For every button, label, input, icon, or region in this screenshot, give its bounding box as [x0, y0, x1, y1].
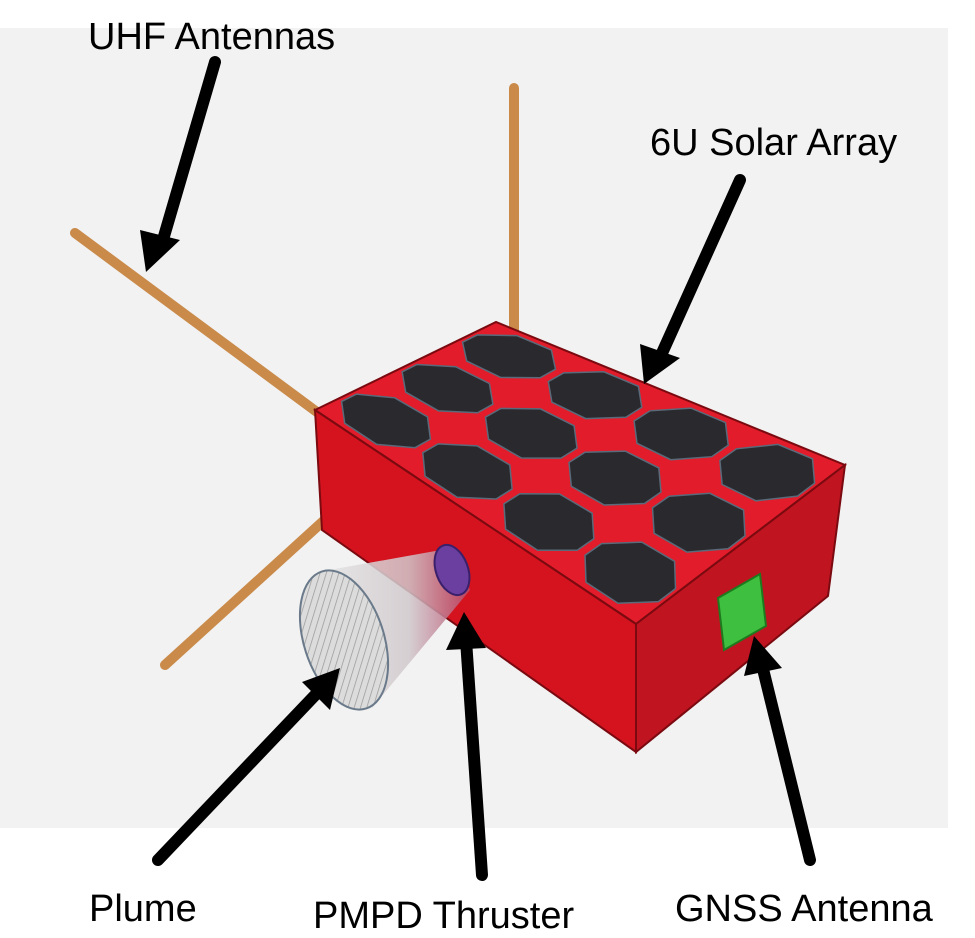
- antenna-left-upper: [70, 228, 330, 423]
- label-uhf-antennas: UHF Antennas: [88, 16, 336, 58]
- arrow-gnss: [744, 636, 816, 866]
- antenna-left-lower: [160, 510, 335, 670]
- solar-cell: [547, 371, 643, 420]
- solar-cell: [461, 334, 557, 379]
- solar-cell: [401, 363, 494, 414]
- solar-cell: [568, 450, 662, 506]
- label-plume: Plume: [89, 888, 197, 930]
- arrow-thruster: [446, 612, 488, 881]
- label-solar-array: 6U Solar Array: [650, 122, 898, 164]
- pmpd-thruster: [433, 543, 471, 597]
- arrow-uhf: [140, 56, 221, 272]
- label-pmpd-thruster: PMPD Thruster: [313, 895, 575, 937]
- uhf-antennas: [70, 83, 519, 670]
- arrow-plume: [152, 668, 340, 866]
- solar-cell: [633, 407, 729, 461]
- solar-cell: [422, 443, 513, 500]
- arrow-solar: [640, 174, 746, 384]
- solar-cell: [484, 407, 578, 459]
- cubesat-body: [312, 320, 847, 755]
- gnss-antenna-patch: [716, 572, 768, 652]
- solar-cell: [719, 443, 816, 502]
- solar-array: [340, 334, 816, 605]
- arrows: [140, 56, 816, 881]
- solar-cell: [584, 541, 677, 605]
- solar-cell: [651, 492, 746, 553]
- label-gnss-antenna: GNSS Antenna: [675, 888, 933, 930]
- solar-cell: [503, 492, 595, 552]
- solar-cell: [340, 393, 432, 449]
